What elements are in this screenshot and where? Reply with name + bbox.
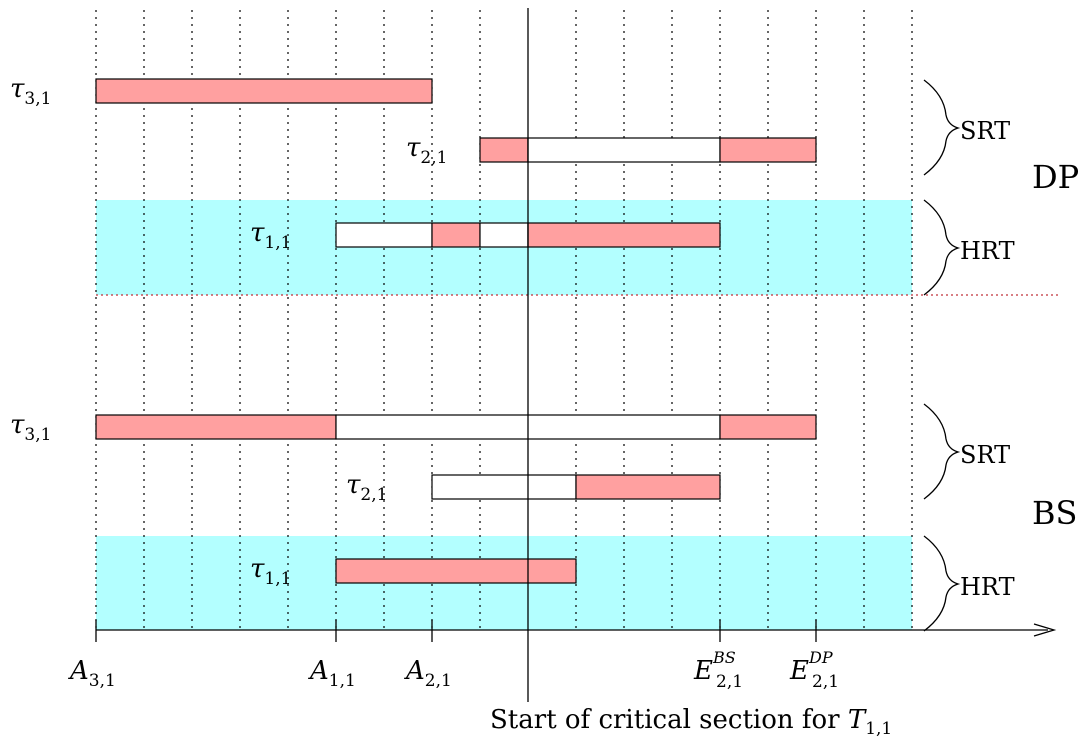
bs-task-label: τ2,1 [346, 470, 387, 505]
dp-hrt-brace [923, 199, 961, 296]
task-segment-executing [479, 137, 529, 163]
bs-srt-label: SRT [960, 441, 1010, 469]
time-axis-arrowhead [1033, 623, 1057, 637]
task-segment-waiting [335, 222, 433, 248]
task-segment-executing [719, 414, 817, 440]
time-marker-label: EDP 2,1 [789, 648, 839, 692]
task-segment-executing [719, 137, 817, 163]
dp-srt-brace [923, 79, 961, 176]
bs-section-label: BS [1032, 494, 1077, 532]
task-segment-waiting [527, 137, 721, 163]
critical-section-caption: Start of critical section for T1,1 [490, 705, 892, 739]
dp-hrt-label: HRT [960, 237, 1015, 265]
bs-hrt-label: HRT [960, 573, 1015, 601]
time-marker-label: A1,1 [308, 656, 356, 691]
bs-srt-brace [923, 403, 961, 500]
dotted-time-grid [95, 10, 913, 630]
time-marker-label: EBS 2,1 [693, 648, 743, 692]
bs-hrt-brace [923, 535, 961, 632]
task-segment-executing [431, 222, 481, 248]
task-segment-executing [527, 222, 721, 248]
dp-task-label: τ1,1 [250, 218, 291, 253]
task-segment-executing [575, 474, 721, 500]
task-segment-executing [335, 558, 577, 584]
time-marker-label: A3,1 [68, 656, 116, 691]
dp-task-label: τ3,1 [10, 74, 51, 109]
task-bars [95, 78, 817, 584]
axis-ticks: A3,1 A1,1 A2,1 EBS 2,1 EDP 2,1 [68, 620, 839, 692]
task-segment-waiting [479, 222, 529, 248]
dp-srt-label: SRT [960, 117, 1010, 145]
task-segment-executing [95, 78, 433, 104]
task-labels: τ3,1 τ2,1 τ1,1 τ3,1 τ2,1 τ1,1 [10, 74, 447, 589]
dp-task-label: τ2,1 [406, 133, 447, 168]
task-segment-waiting [431, 474, 577, 500]
task-segment-executing [95, 414, 337, 440]
dp-section-label: DP [1032, 158, 1079, 196]
time-marker-label: A2,1 [404, 656, 452, 691]
bs-task-label: τ3,1 [10, 410, 51, 445]
bs-task-label: τ1,1 [250, 554, 291, 589]
